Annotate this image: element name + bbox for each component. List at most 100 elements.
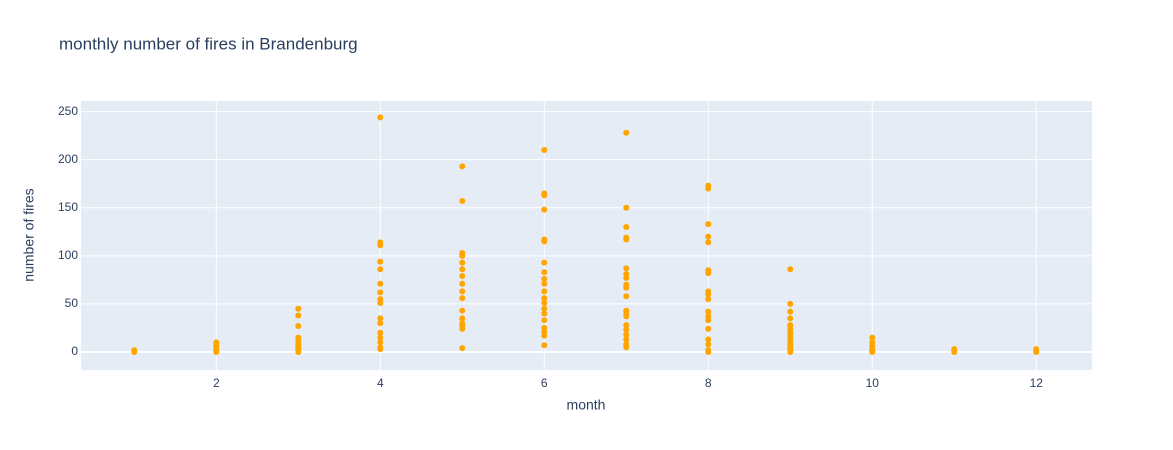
x-tick-label: 4 [377,376,384,390]
point [377,315,384,322]
y-tick-label: 0 [71,344,78,358]
y-axis-title: number of fires [21,188,37,281]
x-tick-label: 2 [213,376,220,390]
point [541,317,548,324]
point [705,336,712,343]
point [705,325,712,332]
point [705,296,712,303]
point [787,266,794,273]
point [787,300,794,307]
point [623,129,630,136]
x-tick-label: 8 [705,376,712,390]
y-tick-label: 150 [58,200,78,214]
point [541,206,548,213]
point [623,274,630,281]
point [459,273,466,280]
point [705,185,712,192]
point [459,259,466,266]
point [459,266,466,273]
point [459,307,466,314]
point [705,317,712,324]
point [295,305,302,312]
point [623,236,630,243]
point [869,334,876,341]
point [541,295,548,302]
point [623,223,630,230]
point [705,308,712,315]
point [541,332,548,339]
point [541,299,548,306]
point [459,198,466,205]
x-axis-title: month [567,397,606,413]
point [377,329,384,336]
point [377,289,384,296]
point [705,341,712,348]
point [623,265,630,272]
x-tick-label: 12 [1030,376,1044,390]
point [213,339,220,346]
point [377,266,384,273]
point [459,163,466,170]
point [459,252,466,259]
point [459,295,466,302]
point [377,346,384,353]
point [541,238,548,245]
x-tick-label: 6 [541,376,548,390]
point [787,308,794,315]
x-tick-label: 10 [866,376,880,390]
point [787,315,794,322]
point [459,345,466,352]
point [459,315,466,322]
point [705,291,712,298]
point [459,325,466,332]
point [705,221,712,228]
point [623,326,630,333]
point [377,320,384,327]
point [541,192,548,199]
point [705,270,712,277]
point [705,349,712,356]
point [541,310,548,317]
point [459,280,466,287]
y-tick-label: 200 [58,152,78,166]
point [377,258,384,265]
point [623,331,630,338]
point [787,349,794,356]
point [623,204,630,211]
point [623,322,630,329]
point [541,147,548,154]
point [377,280,384,287]
point [377,114,384,121]
point [623,313,630,320]
chart-title: monthly number of fires in Brandenburg [59,34,358,53]
point [541,259,548,266]
point [377,334,384,341]
point [623,284,630,291]
point [377,299,384,306]
point [541,280,548,287]
point [377,339,384,346]
y-tick-label: 250 [58,104,78,118]
point [623,344,630,351]
point [459,288,466,295]
point [541,305,548,312]
point [541,275,548,282]
point [951,349,958,356]
point [295,312,302,319]
point [705,233,712,240]
point [623,293,630,300]
point [541,269,548,276]
point [705,239,712,246]
y-tick-label: 50 [65,296,79,310]
point [295,323,302,330]
y-tick-label: 100 [58,248,78,262]
point [541,342,548,349]
point [1033,349,1040,356]
point [541,288,548,295]
point [131,347,138,354]
point [377,242,384,249]
point [623,336,630,343]
point [869,349,876,356]
point [295,334,302,341]
